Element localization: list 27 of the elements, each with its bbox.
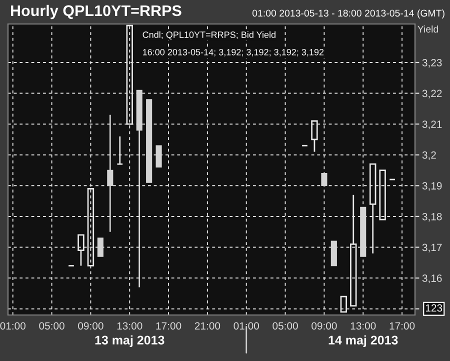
x-tick-label: 13:00	[117, 322, 142, 330]
text: 123	[426, 304, 442, 312]
x-tick-label: 05:00	[39, 322, 64, 330]
x-tick-label: 21:00	[194, 322, 220, 330]
y-tick-label: 3,17	[422, 244, 442, 252]
text: 14 maj 2013	[328, 335, 398, 348]
y-axis-title: Yield	[418, 25, 438, 33]
chart-title: Hourly QPL10YT=RRPS	[11, 4, 182, 20]
y-tick-label: 3,22	[422, 90, 442, 98]
x-tick-label: 09:00	[312, 322, 337, 330]
x-tick-label: 17:00	[390, 322, 415, 330]
x-tick-label: 13:00	[350, 322, 376, 330]
annotation: 16:00 2013-05-14; 3,192; 3,192; 3,192; 3,192	[143, 48, 324, 56]
text: 13 maj 2013	[95, 335, 164, 348]
y-tick-label: 3,18	[422, 212, 442, 222]
y-tick-label: 3,21	[422, 120, 442, 130]
chart-subtitle: 01:00 2013-05-13 - 18:00 2013-05-14 (GMT)	[252, 9, 444, 19]
annotation: Cndl; QPL10YT=RRPS; Bid Yield	[142, 31, 276, 40]
x-tick-label: 01:00	[234, 322, 259, 330]
y-tick-label: 3,2	[422, 151, 436, 160]
x-tick-label: 09:00	[78, 322, 104, 330]
x-tick-label: 05:00	[272, 322, 298, 330]
x-tick-label: 01:00	[0, 322, 26, 330]
y-tick-label: 3,23	[422, 58, 442, 68]
y-tick-label: 3,16	[422, 274, 442, 284]
x-tick-label: 17:00	[156, 322, 182, 330]
y-tick-label: 3,19	[422, 182, 442, 191]
